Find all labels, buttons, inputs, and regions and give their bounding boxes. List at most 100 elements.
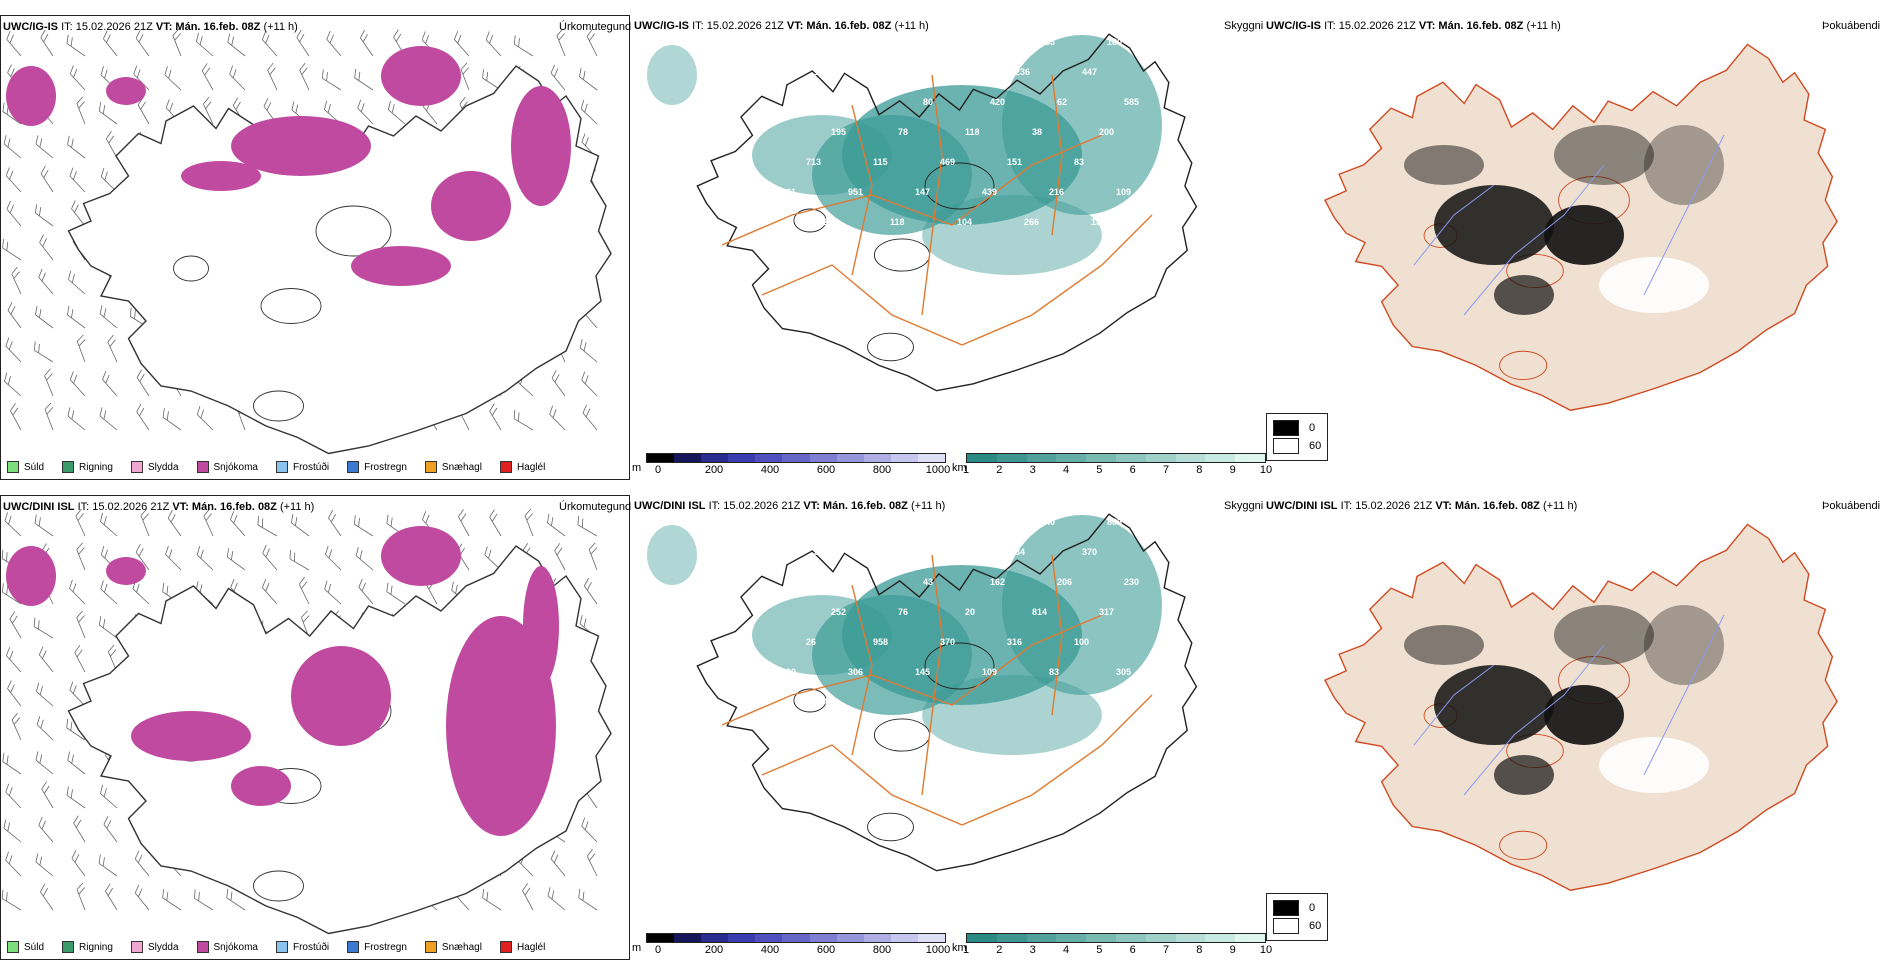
init-time: IT: 15.02.2026 21Z <box>1324 20 1416 32</box>
scale-tick: 8 <box>1196 944 1203 956</box>
scale-bin <box>890 454 918 462</box>
scale-bin <box>1115 454 1146 462</box>
legend-label: Rigning <box>79 461 113 473</box>
wind-barb <box>39 234 54 261</box>
cloud-base-value: 306 <box>906 517 921 527</box>
legend-swatch <box>275 941 288 953</box>
wind-barb <box>2 239 22 261</box>
valid-time: Mán. 16.feb. 08Z <box>191 501 277 513</box>
cloud-base-value: 447 <box>1082 67 1097 77</box>
init-time: IT: 15.02.2026 21Z <box>61 21 153 33</box>
wind-barb <box>355 546 374 571</box>
cloud-base-value: 20 <box>965 607 975 617</box>
snowfall-area <box>6 546 56 606</box>
glacier-outline <box>867 332 914 362</box>
lead-time: (+11 h) <box>910 500 946 512</box>
snowfall-area <box>381 46 461 106</box>
cloud-base-value: 889 <box>1107 517 1122 527</box>
wind-barb <box>135 544 150 571</box>
valid-time: Mán. 16.feb. 08Z <box>806 20 892 32</box>
cloud-area <box>1002 35 1162 215</box>
scale-bin <box>647 454 675 462</box>
wind-barb <box>107 334 118 363</box>
wind-barb <box>100 512 118 537</box>
fog-key-swatch <box>1273 438 1299 454</box>
snowfall-area <box>446 616 556 836</box>
scale-bin <box>1026 934 1057 942</box>
fog-map <box>1323 43 1838 411</box>
wind-barb <box>546 513 566 537</box>
snowfall-area <box>523 566 559 686</box>
wind-barb <box>73 815 86 843</box>
fog-index-field <box>1404 605 1724 795</box>
scale-bin <box>1056 934 1087 942</box>
wind-barb <box>3 135 22 159</box>
cloud-base-value: 290 <box>856 97 871 107</box>
scale-bin <box>728 934 756 942</box>
wind-barb <box>35 853 54 877</box>
legend-item: Snjókoma <box>196 461 258 473</box>
scale-bin <box>996 934 1027 942</box>
scale-tick: 0 <box>654 464 662 476</box>
scale-bin <box>996 454 1027 462</box>
legend-item: Snæhagl <box>424 941 482 953</box>
legend-item: Snjókoma <box>196 941 258 953</box>
wind-barb <box>36 716 54 741</box>
wind-barb <box>103 30 118 57</box>
wind-barb <box>76 610 86 639</box>
glacier-outline <box>867 812 914 842</box>
cloud-base-value: 745 <box>772 517 787 527</box>
fog-key-row: 60 <box>1273 918 1321 934</box>
wind-barb <box>458 509 470 537</box>
cloud-base-value: 83 <box>1049 667 1059 677</box>
wind-barb <box>33 341 54 363</box>
wind-barb <box>11 712 22 741</box>
scale-tick: 400 <box>760 464 780 476</box>
scale-tick: 800 <box>872 464 892 476</box>
wind-barb <box>262 544 278 571</box>
iceland-coastline <box>696 33 1198 392</box>
snowfall-area <box>106 77 146 105</box>
scale-bin <box>809 454 837 462</box>
cloud-base-value: 200 <box>781 667 796 677</box>
wind-barb <box>105 131 118 159</box>
wind-barb <box>328 509 342 537</box>
cloud-base-value: 404 <box>839 37 854 47</box>
wind-barb <box>579 67 598 91</box>
wind-barb <box>582 404 598 431</box>
legend-item: Rigning <box>62 461 113 473</box>
wind-barb <box>357 99 374 125</box>
fog-area <box>1494 755 1554 795</box>
cloud-base-value: 104 <box>957 217 972 227</box>
wind-barb <box>69 167 86 193</box>
glacier-outline <box>873 718 931 752</box>
cloud-base-value: 430 <box>823 697 838 707</box>
wind-barb <box>136 369 150 397</box>
cloud-area <box>922 195 1102 275</box>
fog-area <box>1544 685 1624 745</box>
clear-area <box>1599 257 1709 313</box>
wind-barb <box>5 783 22 809</box>
lead-time: (+11 h) <box>279 501 315 513</box>
wind-barb <box>44 368 54 397</box>
wind-barb <box>193 889 214 911</box>
glacier-outline <box>924 642 995 690</box>
wind-barb <box>290 513 310 537</box>
road-network <box>721 74 1153 346</box>
fog-key-label: 60 <box>1309 440 1322 452</box>
scale-bin <box>836 454 864 462</box>
lead-time: (+11 h) <box>894 20 929 32</box>
cloud-base-value: 38 <box>1032 127 1042 137</box>
legend-label: Snæhagl <box>441 461 482 473</box>
scale-bin <box>755 934 783 942</box>
legend-swatch <box>62 461 75 473</box>
wind-barb <box>99 407 118 431</box>
snowfall-area <box>106 557 146 585</box>
legend-label: Haglél <box>516 461 546 473</box>
wind-barb <box>324 580 342 605</box>
wind-barb <box>67 751 86 775</box>
wind-barb <box>165 545 182 571</box>
wind-barb <box>387 100 406 125</box>
scale-bar <box>966 453 1266 463</box>
cloud-base-value: 180 <box>1107 37 1122 47</box>
